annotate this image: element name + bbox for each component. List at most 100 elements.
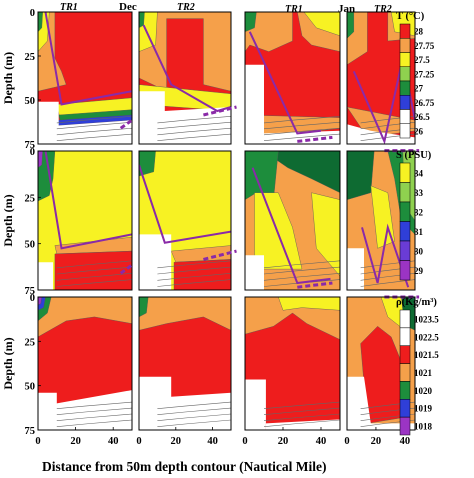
colorbar-swatch bbox=[399, 240, 411, 261]
panel-r1-c0 bbox=[38, 151, 132, 290]
isoline bbox=[157, 260, 231, 269]
panels-group bbox=[38, 12, 415, 430]
isoline bbox=[263, 116, 340, 124]
colorbar-level-label: 26 bbox=[414, 126, 424, 136]
isoline bbox=[157, 133, 231, 141]
isoline bbox=[263, 127, 340, 136]
mixed-layer-line bbox=[361, 223, 410, 288]
y-tick-label: 0 bbox=[30, 293, 35, 304]
panel-frame bbox=[346, 150, 416, 291]
contour-region-6 bbox=[38, 101, 132, 144]
colorbar-level-label: 27.75 bbox=[414, 41, 435, 51]
panel-r0-c2 bbox=[245, 12, 340, 144]
colorbar-title-1: S (PSU) bbox=[396, 150, 432, 161]
contour-region-3 bbox=[347, 376, 415, 430]
colorbar-level-label: 1018 bbox=[414, 422, 433, 432]
y-tick-label: 50 bbox=[25, 96, 36, 107]
isoline bbox=[263, 260, 340, 269]
colorbar-swatch bbox=[399, 38, 411, 53]
mixed-layer-line bbox=[44, 151, 132, 250]
isoline bbox=[56, 260, 132, 269]
y-tick-label: 25 bbox=[25, 193, 36, 204]
y-tick-label: 75 bbox=[25, 140, 36, 151]
colorbar-title-0: T (°C) bbox=[396, 11, 425, 22]
contour-region-0 bbox=[139, 151, 156, 177]
x-tick-label: 40 bbox=[207, 436, 218, 447]
x-tick-label: 20 bbox=[371, 436, 382, 447]
panel-frame bbox=[37, 296, 133, 431]
colorbar-level-label: 31 bbox=[414, 227, 424, 237]
panel-frame bbox=[244, 11, 341, 145]
colorbar-swatch bbox=[399, 416, 411, 436]
contour-region-4 bbox=[139, 91, 231, 144]
colorbar-level-label: 27 bbox=[414, 84, 424, 94]
colorbar-level-label: 1023.5 bbox=[414, 314, 439, 324]
panel-title-dec-tr2: TR2 bbox=[177, 2, 195, 13]
mixed-layer-line bbox=[44, 12, 132, 106]
panel-title-jan-tr1: TR1 bbox=[285, 4, 303, 15]
isoline bbox=[263, 413, 340, 421]
colorbar-swatch bbox=[399, 109, 411, 124]
colorbar-swatch bbox=[399, 381, 411, 400]
isoline bbox=[56, 419, 132, 427]
contour-region-2 bbox=[303, 12, 340, 37]
x-tick-label: 0 bbox=[344, 436, 349, 447]
contour-region-0 bbox=[139, 297, 231, 331]
colorbar-swatch bbox=[399, 182, 411, 203]
isoline bbox=[157, 121, 231, 130]
isoline bbox=[263, 133, 340, 141]
isoline bbox=[157, 401, 231, 409]
colorbar-swatch bbox=[399, 363, 411, 382]
isoline bbox=[263, 279, 340, 287]
x-tick-label: 0 bbox=[136, 436, 141, 447]
frames-group: 0 25 50 75 Depth (m) 0 25 50 75 Depth (m) 0 25 50 75 D… bbox=[1, 8, 420, 447]
contour-region-1 bbox=[38, 151, 43, 168]
isoline bbox=[56, 401, 132, 409]
contour-region-2 bbox=[173, 259, 231, 290]
colorbar-swatch bbox=[399, 162, 411, 183]
y-axis-label: Depth (m) bbox=[1, 52, 15, 104]
colorbar-title-2: ρ(Kg/m³) bbox=[396, 297, 437, 308]
y-axis-label: Depth (m) bbox=[1, 194, 15, 246]
isoline bbox=[157, 127, 231, 136]
colorbar-swatch bbox=[399, 345, 411, 364]
panel-frame bbox=[138, 296, 232, 431]
contour-region-0 bbox=[38, 297, 132, 338]
x-tick-label: 20 bbox=[171, 436, 182, 447]
panel-frame bbox=[346, 296, 416, 431]
mixed-layer-dash bbox=[119, 118, 133, 130]
isoline bbox=[56, 407, 132, 415]
isoline bbox=[263, 121, 340, 130]
panel-frame bbox=[37, 150, 133, 291]
mixed-layer-dash bbox=[119, 263, 133, 275]
colorbar-level-label: 33 bbox=[414, 188, 424, 198]
isoline bbox=[360, 279, 415, 287]
contour-region-3 bbox=[347, 12, 354, 39]
isoline bbox=[157, 266, 231, 275]
colorbar-swatch bbox=[399, 52, 411, 67]
contour-region-4 bbox=[245, 255, 264, 290]
isoline bbox=[56, 121, 132, 130]
contour-region-1 bbox=[139, 297, 149, 318]
mixed-layer-dash bbox=[297, 281, 333, 289]
contour-region-4 bbox=[38, 262, 53, 290]
panel-frame bbox=[244, 150, 341, 291]
colorbar-swatch bbox=[399, 95, 411, 110]
isoline bbox=[56, 273, 132, 281]
x-tick-label: 40 bbox=[316, 436, 327, 447]
contour-region-3 bbox=[265, 419, 340, 430]
colorbar-swatch bbox=[399, 399, 411, 418]
mixed-layer-line bbox=[248, 31, 322, 135]
panel-title-jan-tr2: TR2 bbox=[374, 4, 392, 15]
panel-r1-c2 bbox=[245, 151, 340, 290]
y-tick-label: 25 bbox=[25, 52, 36, 63]
y-tick-label: 75 bbox=[25, 426, 36, 437]
panel-title-dec-tr1: TR1 bbox=[60, 2, 78, 13]
panel-r1-c1 bbox=[139, 151, 231, 290]
isoline bbox=[56, 266, 132, 275]
colorbar-level-label: 26.5 bbox=[414, 112, 430, 122]
colorbar-level-label: 28 bbox=[414, 27, 424, 37]
month-label-dec: Dec bbox=[119, 1, 137, 13]
isoline bbox=[56, 279, 132, 287]
